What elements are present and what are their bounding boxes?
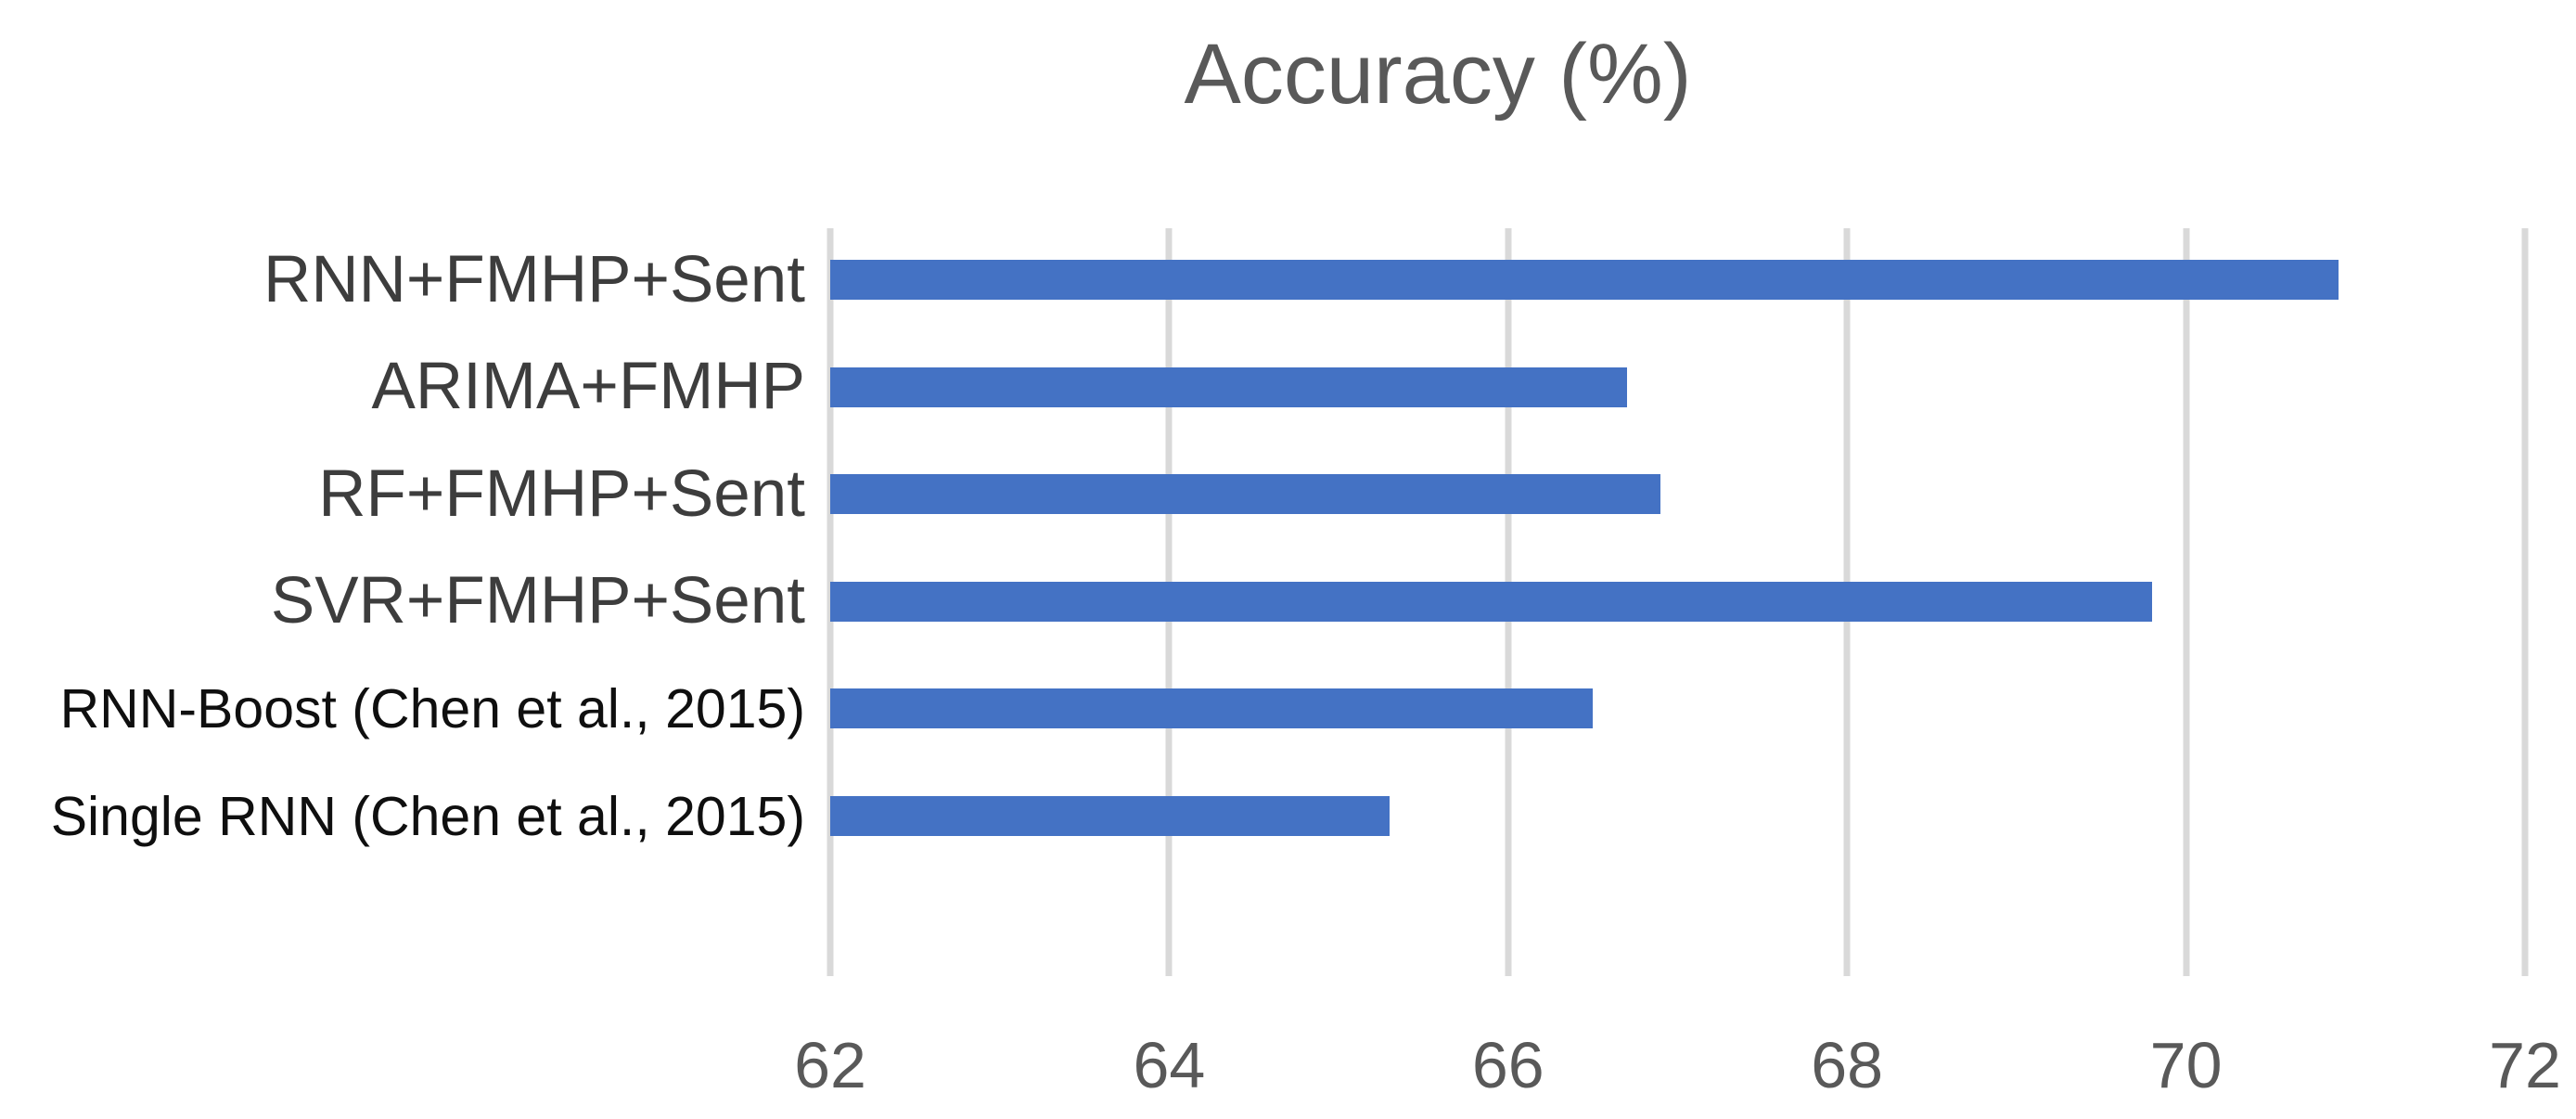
category-axis: RNN+FMHP+Sent ARIMA+FMHP RF+FMHP+Sent SVR+F…: [0, 0, 805, 1119]
bar: [830, 367, 1627, 407]
bar: [830, 688, 1594, 729]
category-label: SVR+FMHP+Sent: [270, 564, 805, 638]
bar: [830, 260, 2339, 300]
bar: [830, 474, 1661, 515]
x-tick-label: 62: [794, 1029, 866, 1101]
x-tick-label: 70: [2149, 1029, 2223, 1101]
gridline: [2521, 228, 2529, 976]
category-label: ARIMA+FMHP: [371, 350, 805, 424]
plot-area: [827, 228, 2529, 976]
category-label: Single RNN (Chen et al., 2015): [50, 785, 805, 847]
x-tick-label: 72: [2489, 1029, 2561, 1101]
chart-title: Accuracy (%): [1184, 27, 1692, 122]
category-label: RNN-Boost (Chen et al., 2015): [59, 677, 805, 740]
gridline: [2183, 228, 2190, 976]
x-tick-label: 68: [1811, 1029, 1884, 1101]
x-tick-label: 64: [1133, 1029, 1206, 1101]
category-label: RNN+FMHP+Sent: [263, 242, 805, 316]
bar: [830, 581, 2153, 622]
x-tick-label: 66: [1471, 1029, 1544, 1101]
bar: [830, 796, 1390, 836]
category-label: RF+FMHP+Sent: [318, 457, 805, 531]
